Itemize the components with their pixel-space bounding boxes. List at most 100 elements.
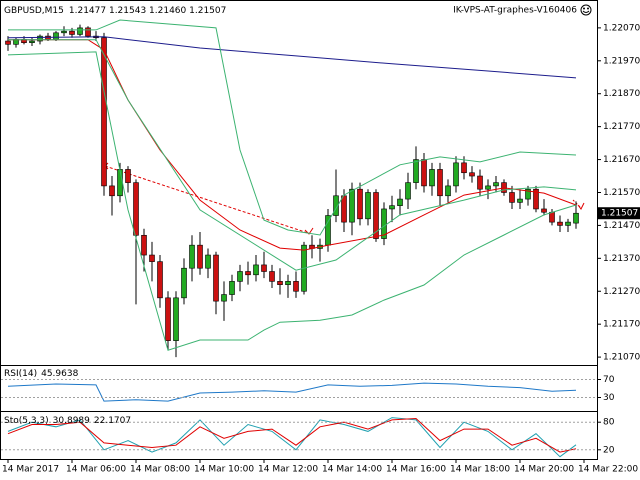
candle-body: [189, 244, 195, 269]
candle-body: [573, 212, 579, 224]
candle-body: [221, 294, 227, 302]
y-tick-label: 1.21570: [603, 188, 640, 198]
indicator-line: [7, 417, 577, 453]
plot: [5, 19, 579, 458]
x-tick-label: 14 Mar 22:00: [578, 465, 638, 475]
y-tick-label: 1.21370: [603, 254, 640, 264]
indicator-line: [7, 51, 577, 351]
candle-body: [157, 261, 163, 299]
candle-body: [141, 234, 147, 256]
candle-body: [493, 182, 499, 187]
indicator-value: 45.9638: [41, 369, 78, 379]
indicator-line: [7, 417, 577, 458]
candle-body: [245, 271, 251, 276]
candle-body: [549, 211, 555, 223]
candle-body: [149, 254, 155, 262]
candle-body: [285, 281, 291, 285]
candle-body: [173, 297, 179, 341]
candle-body: [509, 192, 515, 203]
candle-body: [541, 208, 547, 213]
y-tick-label: 1.21170: [603, 320, 640, 330]
indicator-name: Sto(5,3,3): [4, 416, 49, 426]
candle-body: [557, 221, 563, 226]
y-tick-label: 80: [603, 418, 615, 428]
candle-body: [429, 169, 435, 187]
candle-body: [293, 281, 299, 292]
candle-body: [77, 27, 83, 35]
candle-body: [101, 37, 107, 187]
candle-body: [213, 254, 219, 302]
candle-body: [341, 195, 347, 223]
x-tick-label: 14 Mar 06:00: [66, 465, 126, 475]
expert-label: IK-VPS-AT-graphes-V160406: [453, 6, 577, 16]
candle-body: [365, 192, 371, 220]
candle-body: [181, 267, 187, 299]
x-tick-label: 14 Mar 10:00: [194, 465, 254, 475]
x-tick-label: 14 Mar 20:00: [514, 465, 574, 475]
candle-body: [469, 172, 475, 177]
panel-plot: [5, 19, 579, 358]
x-tick-label: 14 Mar 2017: [2, 465, 59, 475]
candle-body: [133, 182, 139, 236]
y-tick-label: 20: [603, 445, 615, 455]
candle-body: [205, 254, 211, 269]
candle-body: [125, 169, 131, 183]
candle-body: [405, 182, 411, 200]
candle-body: [333, 195, 339, 216]
indicator-header: Sto(5,3,3) 30.8989 22.1707: [4, 416, 131, 426]
candle-body: [525, 188, 531, 200]
chart-header: GBPUSD,M15 1.21477 1.21543 1.21460 1.2150…: [4, 6, 226, 16]
indicator-line: [8, 19, 577, 236]
indicator-line: [7, 382, 577, 402]
price-tag-label: 1.21507: [601, 209, 638, 219]
indicator-name: RSI(14): [4, 369, 37, 379]
symbol: GBPUSD,M15: [4, 6, 64, 16]
candle-body: [229, 281, 235, 295]
y-tick-label: 1.21970: [603, 56, 640, 66]
candle-body: [61, 30, 67, 34]
candle-body: [197, 244, 203, 269]
indicator-line: [8, 39, 577, 251]
candle-body: [325, 215, 331, 246]
candle-body: [277, 281, 283, 285]
y-tick-label: 1.21770: [603, 122, 640, 132]
x-tick-label: 14 Mar 16:00: [386, 465, 446, 475]
indicator-line: [8, 39, 577, 271]
y-tick-label: 1.21270: [603, 287, 640, 297]
y-tick-label: 1.21470: [603, 221, 640, 231]
indicator-value: 22.1707: [94, 416, 131, 426]
candle-body: [349, 188, 355, 223]
candle-body: [357, 188, 363, 220]
candle-body: [485, 185, 491, 190]
candle-body: [461, 162, 467, 174]
panel-plot: [7, 382, 577, 402]
panel-plot: [7, 417, 577, 458]
candle-body: [437, 169, 443, 197]
chart-frame: [0, 0, 598, 460]
x-tick-label: 14 Mar 08:00: [130, 465, 190, 475]
indicator-line: [7, 36, 577, 79]
x-tick-label: 14 Mar 12:00: [258, 465, 318, 475]
price-tag: [598, 207, 640, 220]
y-tick-label: 30: [603, 393, 615, 403]
indicator-value: 30.8989: [53, 416, 90, 426]
candle-body: [69, 30, 75, 35]
candle-body: [445, 185, 451, 197]
candle-body: [421, 159, 427, 187]
candle-body: [165, 297, 171, 341]
candle-body: [389, 205, 395, 210]
candle-body: [381, 208, 387, 239]
candle-body: [269, 271, 275, 282]
candle-body: [453, 162, 459, 187]
indicator-header: RSI(14) 45.9638: [4, 369, 79, 379]
smiley: [580, 4, 592, 16]
candle-body: [533, 188, 539, 210]
candle-body: [53, 32, 59, 40]
y-tick-label: 1.21670: [603, 155, 640, 165]
y-tick-label: 1.21070: [603, 353, 640, 363]
y-tick-label: 1.22070: [603, 23, 640, 33]
quote: 1.21477 1.21543 1.21460 1.21507: [69, 6, 226, 16]
candle-body: [37, 35, 43, 42]
y-tick-label: 70: [603, 375, 615, 385]
